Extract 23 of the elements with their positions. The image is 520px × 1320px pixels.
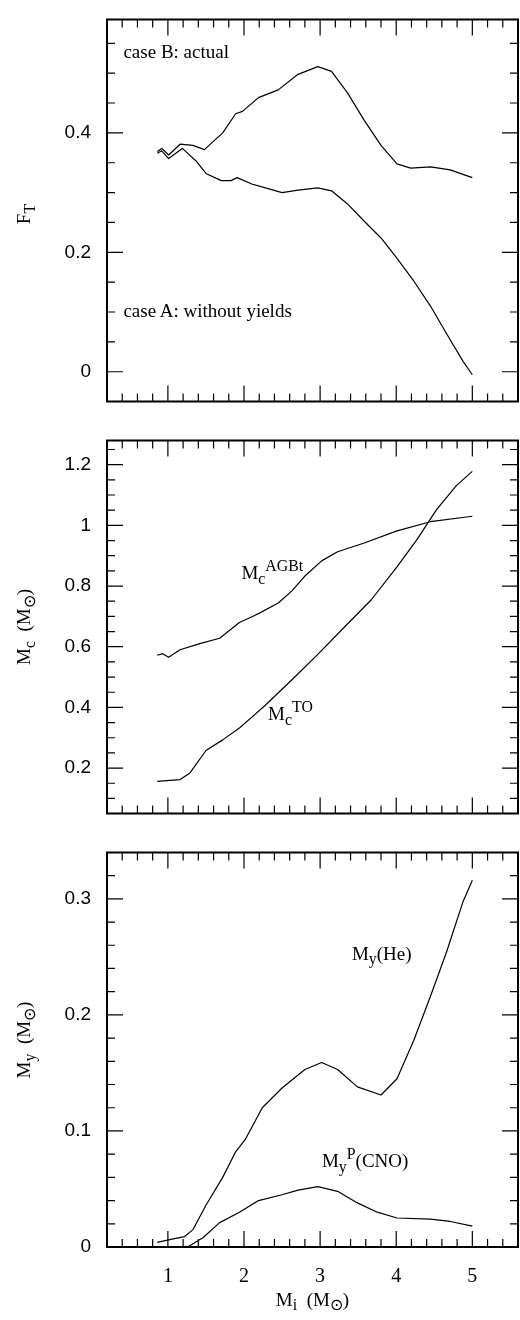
y-tick-label: 0 [80, 1235, 91, 1257]
series-label: M$_{y}$(He) [351, 942, 412, 970]
y-tick-label: 1.2 [64, 452, 91, 474]
y-tick-label: 0.2 [64, 1003, 91, 1025]
x-tick-label: 4 [391, 1264, 402, 1287]
y-tick-label: 1 [80, 513, 91, 535]
x-axis-title: M$_{i}$ (M$_{⊙}$) [275, 1288, 350, 1316]
series-label: M$_{y}$$^{P}$(CNO) [321, 1145, 409, 1177]
y-tick-label: 0 [80, 359, 91, 381]
legend-label: case B: actual [123, 40, 229, 64]
y-tick-label: 0.3 [64, 887, 91, 909]
x-tick-label: 3 [315, 1264, 326, 1287]
y-tick-label: 0.1 [64, 1119, 91, 1141]
y-tick-label: 0.4 [64, 121, 92, 143]
annotation: case A: without yields [123, 299, 292, 323]
x-tick-label: 5 [467, 1264, 478, 1287]
y-tick-label: 0.8 [64, 574, 91, 596]
y-tick-label: 0.6 [64, 634, 91, 656]
x-tick-label: 1 [162, 1264, 173, 1287]
x-tick-label: 2 [239, 1264, 249, 1287]
y-tick-label: 0.2 [64, 756, 91, 778]
y-tick-label: 0.4 [64, 695, 92, 717]
y-tick-label: 0.2 [64, 240, 91, 262]
